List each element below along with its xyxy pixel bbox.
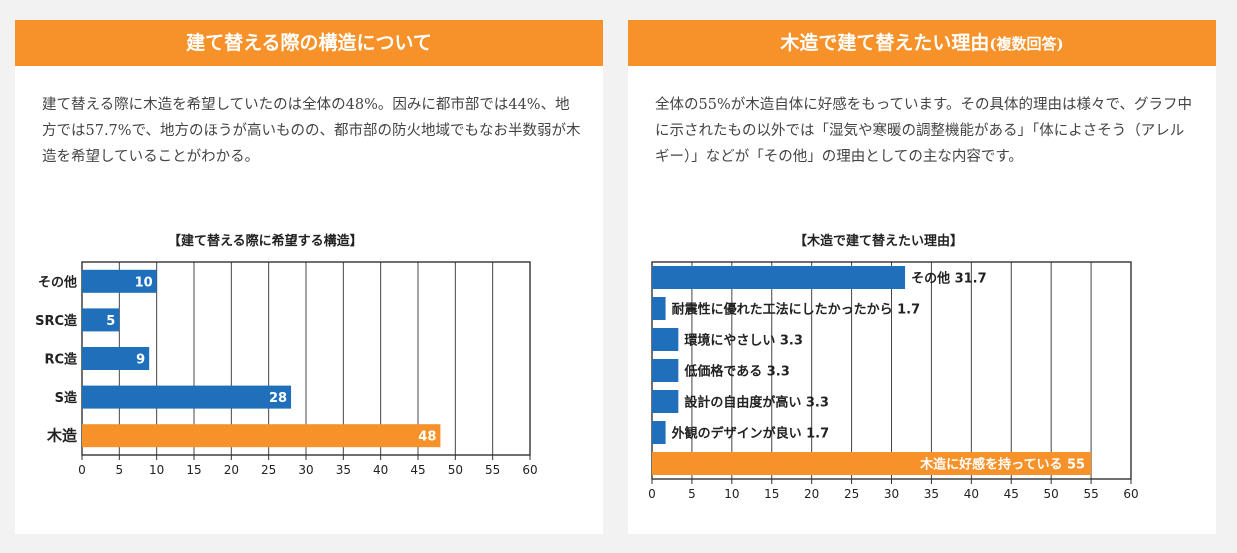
right-chart: 0 5 10 15 20 25 30 35 40 45 50 55 60 その他 31.7 耐震性に優れた工…: [648, 261, 1139, 501]
left-chart-category-label: その他: [38, 274, 77, 290]
left-chart-value-label: 9: [136, 353, 145, 368]
right-chart-tick-label: 15: [764, 487, 779, 501]
left-chart-tick-label: 45: [410, 463, 425, 477]
left-chart-tick-label: 20: [224, 463, 239, 477]
right-chart-tick-label: 20: [804, 487, 819, 501]
right-panel-header: 木造で建て替えたい理由(複数回答): [628, 20, 1216, 66]
right-chart-tick-label: 0: [648, 487, 656, 501]
left-chart-title: 【建て替える際に希望する構造】: [168, 234, 363, 249]
right-chart-tick-label: 25: [844, 487, 859, 501]
left-chart-value-label: 48: [418, 430, 436, 445]
right-chart-tick-label: 5: [688, 487, 696, 501]
right-chart-tick-label: 10: [724, 487, 739, 501]
right-panel-header-title: 木造で建て替えたい理由: [780, 32, 990, 54]
left-chart-category-label: SRC造: [35, 313, 78, 329]
left-panel-header: 建て替える際の構造について: [15, 20, 603, 66]
left-chart-tick-label: 40: [373, 463, 388, 477]
right-chart-tick-label: 30: [884, 487, 899, 501]
left-chart-value-label: 5: [106, 314, 115, 329]
right-chart-category-label: その他 31.7: [911, 271, 987, 287]
right-chart-bar: [652, 390, 679, 413]
right-chart-title: 【木造で建て替えたい理由】: [794, 234, 964, 249]
left-chart-category-label: S造: [55, 390, 78, 406]
right-chart-category-label: 環境にやさしい 3.3: [684, 333, 803, 349]
right-panel-header-suffix: (複数回答): [989, 35, 1064, 53]
left-chart-tick-label: 0: [78, 463, 86, 477]
right-chart-tick-label: 60: [1123, 487, 1138, 501]
right-chart-bar: [652, 452, 1092, 475]
left-chart-value-label: 10: [135, 275, 153, 290]
right-chart-tick-label: 45: [1004, 487, 1019, 501]
right-chart-category-label: 外観のデザインが良い 1.7: [671, 426, 830, 442]
left-chart-category-label: 木造: [46, 427, 77, 445]
right-chart-bar: [652, 359, 679, 382]
left-panel: 建て替える際の構造について 建て替える際に木造を希望していたのは全体の48%。因…: [15, 20, 603, 534]
right-chart-tick-label: 50: [1044, 487, 1059, 501]
right-panel: 木造で建て替えたい理由(複数回答) 全体の55%が木造自体に好感をもっています。…: [628, 20, 1216, 534]
left-chart-tick-label: 60: [522, 463, 537, 477]
right-chart-category-label: 木造に好感を持っている 55: [919, 457, 1085, 473]
left-chart-tick-label: 10: [149, 463, 164, 477]
right-chart-tick-label: 55: [1083, 487, 1098, 501]
right-chart-bar: [652, 328, 679, 351]
right-chart-category-label: 低価格である 3.3: [683, 364, 789, 380]
left-chart-tick-label: 5: [116, 463, 124, 477]
left-chart-bar: [82, 308, 120, 332]
right-panel-description: 全体の55%が木造自体に好感をもっています。その具体的理由は様々で、グラフ中に示…: [655, 97, 1192, 165]
left-chart-tick-label: 55: [485, 463, 500, 477]
right-chart-bar: [652, 266, 906, 289]
left-chart-bar: [82, 424, 441, 448]
left-chart-tick-label: 50: [448, 463, 463, 477]
left-chart-tick-label: 30: [298, 463, 313, 477]
right-chart-category-label: 耐震性に優れた工法にしたかったから 1.7: [672, 302, 921, 318]
left-panel-description: 建て替える際に木造を希望していたのは全体の48%。因みに都市部では44%、地方で…: [42, 97, 581, 165]
left-chart-bar: [82, 385, 292, 409]
right-chart-category-label: 設計の自由度が高い 3.3: [684, 395, 829, 411]
right-chart-tick-label: 40: [964, 487, 979, 501]
left-chart-tick-label: 15: [186, 463, 201, 477]
right-chart-tick-label: 35: [924, 487, 939, 501]
left-chart-tick-label: 25: [261, 463, 276, 477]
left-chart-bar: [82, 347, 150, 370]
left-chart-value-label: 28: [269, 391, 287, 406]
left-chart: 0 5 10 15 20 25 30 35 40 45 50 55 60 その他 10 SRC造 5 RC造 9 S造…: [35, 261, 538, 477]
right-chart-bar: [652, 297, 666, 320]
right-chart-bar: [652, 421, 666, 444]
left-chart-tick-label: 35: [336, 463, 351, 477]
left-chart-category-label: RC造: [44, 352, 78, 368]
left-chart-bar: [82, 269, 157, 293]
